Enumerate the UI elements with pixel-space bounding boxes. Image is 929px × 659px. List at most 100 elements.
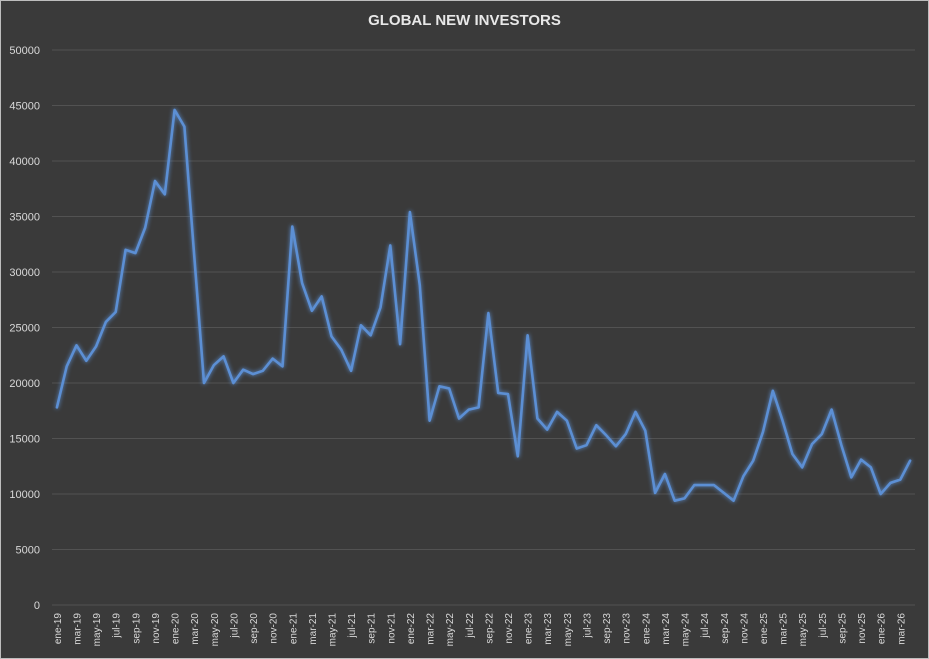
x-tick-label: may-25 <box>798 613 809 647</box>
series-line <box>55 108 912 503</box>
y-tick-label: 15000 <box>9 434 40 446</box>
x-tick-label: sep-25 <box>837 613 848 644</box>
x-tick-label: jul-19 <box>112 613 123 639</box>
data-point <box>713 484 715 486</box>
x-tick-label: nov-20 <box>269 613 280 644</box>
x-tick-label: mar-21 <box>308 613 319 645</box>
x-tick-label: ene-20 <box>171 613 182 645</box>
x-tick-label: jul-25 <box>818 613 829 639</box>
data-point <box>762 431 764 433</box>
x-tick-label: jul-23 <box>582 613 593 639</box>
data-point <box>664 473 666 475</box>
x-tick-label: ene-19 <box>53 613 64 645</box>
data-point <box>683 497 686 499</box>
data-point <box>193 254 195 256</box>
data-point <box>409 211 411 213</box>
data-point <box>644 430 646 432</box>
x-tick-label: jul-24 <box>700 613 711 639</box>
x-tick-label: may-23 <box>563 613 574 647</box>
data-point <box>536 417 539 420</box>
data-point <box>281 365 284 367</box>
x-tick-label: ene-24 <box>641 613 652 645</box>
x-tick-label: sep-23 <box>602 613 613 644</box>
x-tick-label: jul-20 <box>229 613 240 639</box>
data-point <box>242 369 244 371</box>
data-point <box>595 424 597 426</box>
chart-title: GLOBAL NEW INVESTORS <box>368 12 561 29</box>
data-point <box>899 479 901 481</box>
x-tick-label: sep-22 <box>484 613 495 644</box>
data-point <box>183 126 185 128</box>
data-point <box>733 500 735 502</box>
data-point <box>860 459 862 461</box>
y-tick-label: 25000 <box>9 323 40 335</box>
x-tick-label: may-22 <box>445 613 456 647</box>
data-point <box>154 180 156 182</box>
data-point <box>909 460 911 462</box>
x-tick-label: nov-24 <box>739 613 750 644</box>
data-point <box>615 445 617 447</box>
x-tick-label: nov-19 <box>151 613 162 644</box>
data-point <box>115 311 117 313</box>
data-point <box>889 482 892 484</box>
data-point <box>262 370 264 372</box>
y-axis-ticks: 0 5000 10000 15000 20000 25000 30000 35000 40000… <box>9 45 40 612</box>
data-point <box>85 360 87 362</box>
data-point <box>576 447 578 450</box>
data-point <box>703 484 705 486</box>
data-point <box>458 417 460 420</box>
data-point <box>742 475 745 477</box>
data-point <box>546 429 548 431</box>
gridlines <box>52 49 915 606</box>
data-point <box>821 433 823 435</box>
data-point <box>654 492 656 494</box>
data-point <box>419 284 421 286</box>
series-layer <box>55 108 912 503</box>
data-point <box>223 355 225 357</box>
x-tick-label: ene-26 <box>877 613 888 645</box>
x-tick-label: may-20 <box>210 613 221 647</box>
y-tick-label: 50000 <box>9 45 40 57</box>
x-tick-label: mar-24 <box>661 613 672 645</box>
data-point <box>517 455 519 457</box>
data-point <box>782 420 784 422</box>
data-point <box>772 390 774 392</box>
data-point <box>527 334 529 336</box>
y-tick-label: 45000 <box>9 101 40 113</box>
x-tick-label: mar-23 <box>543 613 554 645</box>
data-point <box>389 244 391 246</box>
data-point <box>556 411 558 413</box>
data-point <box>487 312 489 314</box>
x-tick-label: mar-22 <box>426 613 437 645</box>
x-tick-label: nov-21 <box>386 613 397 644</box>
data-point <box>850 476 852 478</box>
data-point <box>429 420 431 422</box>
x-tick-label: sep-21 <box>367 613 378 644</box>
x-tick-label: jul-22 <box>465 613 476 639</box>
x-tick-label: may-19 <box>92 613 103 647</box>
x-tick-label: ene-21 <box>288 613 299 645</box>
y-tick-label: 30000 <box>9 267 40 279</box>
data-point <box>791 453 794 455</box>
data-point <box>134 252 136 254</box>
data-point <box>272 358 274 360</box>
data-point <box>66 365 68 367</box>
data-point <box>880 493 882 495</box>
data-point <box>438 385 440 387</box>
x-tick-label: ene-23 <box>524 613 535 645</box>
y-tick-label: 10000 <box>9 489 40 501</box>
data-point <box>497 392 499 394</box>
x-tick-label: nov-22 <box>504 613 515 644</box>
data-point <box>301 282 303 284</box>
x-tick-label: sep-20 <box>249 613 260 644</box>
data-point <box>321 295 323 297</box>
data-point <box>478 406 480 408</box>
data-point <box>634 411 637 413</box>
x-tick-label: may-21 <box>327 613 338 647</box>
x-tick-label: jul-21 <box>347 613 358 639</box>
data-point <box>379 306 382 309</box>
x-tick-label: mar-25 <box>779 613 790 645</box>
data-point <box>125 249 127 251</box>
data-point <box>870 466 872 468</box>
data-point <box>801 466 803 468</box>
